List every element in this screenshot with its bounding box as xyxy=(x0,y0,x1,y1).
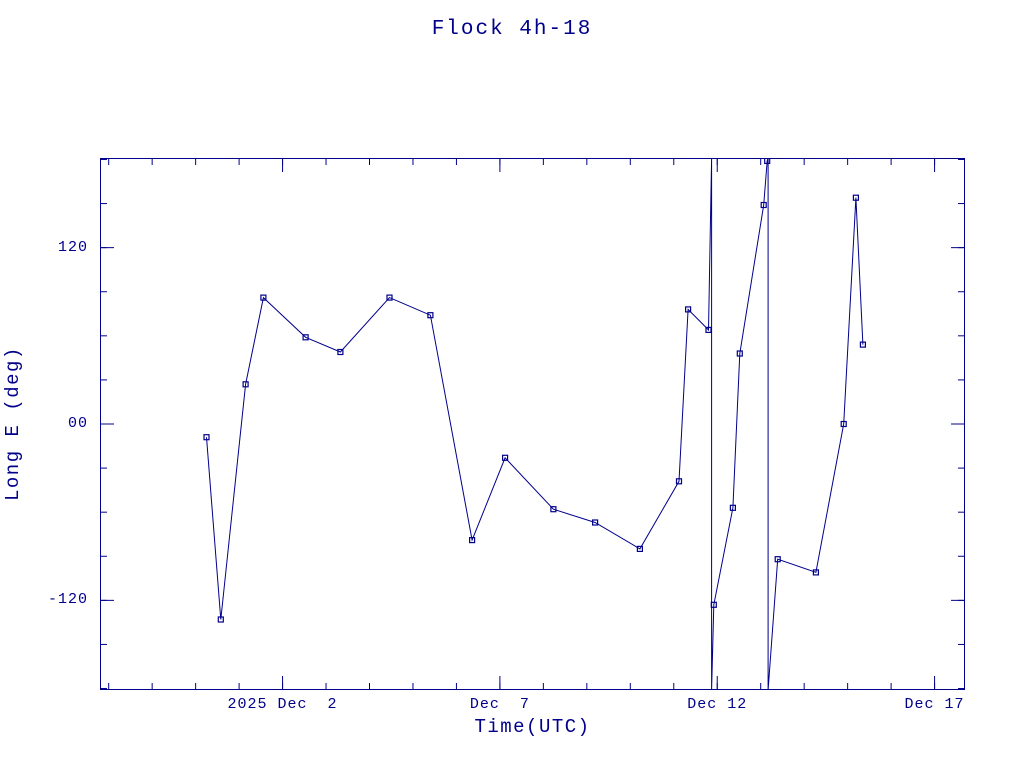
data-point-marker xyxy=(710,601,717,608)
data-point-marker xyxy=(260,294,267,301)
data-point-marker xyxy=(217,616,224,623)
data-point-marker xyxy=(859,341,867,348)
data-point-marker xyxy=(203,434,210,441)
data-point-marker xyxy=(764,158,771,165)
data-point-marker xyxy=(550,506,557,513)
data-point-marker xyxy=(684,306,692,313)
data-point-marker xyxy=(502,454,509,461)
data-point-marker xyxy=(852,194,860,201)
data-point-marker xyxy=(386,294,393,301)
y-tick-label: 120 xyxy=(57,238,88,256)
x-axis-label: Time(UTC) xyxy=(474,716,591,738)
data-point-marker xyxy=(760,201,767,209)
plot-title: Flock 4h-18 xyxy=(431,18,593,41)
y-tick-label: 00 xyxy=(67,415,88,432)
data-line xyxy=(206,158,864,690)
plot-frame xyxy=(100,158,965,690)
data-point-marker xyxy=(469,537,476,544)
data-point-marker xyxy=(427,312,434,319)
x-tick-label: Dec 12 xyxy=(687,696,748,713)
data-point-marker xyxy=(675,478,683,485)
data-point-marker xyxy=(337,348,344,356)
data-point-marker xyxy=(242,381,249,388)
plot-area xyxy=(100,158,965,690)
y-axis-label: Long E (deg) xyxy=(2,346,24,502)
data-point-marker xyxy=(840,420,847,428)
data-point-marker xyxy=(705,326,712,333)
x-tick-label: Dec 7 xyxy=(469,696,530,713)
data-point-marker xyxy=(592,519,599,526)
x-tick-label: 2025 Dec 2 xyxy=(227,696,338,713)
x-tick-label: Dec 17 xyxy=(904,696,965,713)
data-point-marker xyxy=(636,545,644,552)
y-tick-label: -120 xyxy=(47,591,88,609)
data-point-marker xyxy=(736,350,743,357)
data-point-marker xyxy=(729,504,737,511)
data-point-marker xyxy=(302,334,309,341)
data-point-marker xyxy=(774,556,781,563)
data-point-marker xyxy=(812,569,820,576)
